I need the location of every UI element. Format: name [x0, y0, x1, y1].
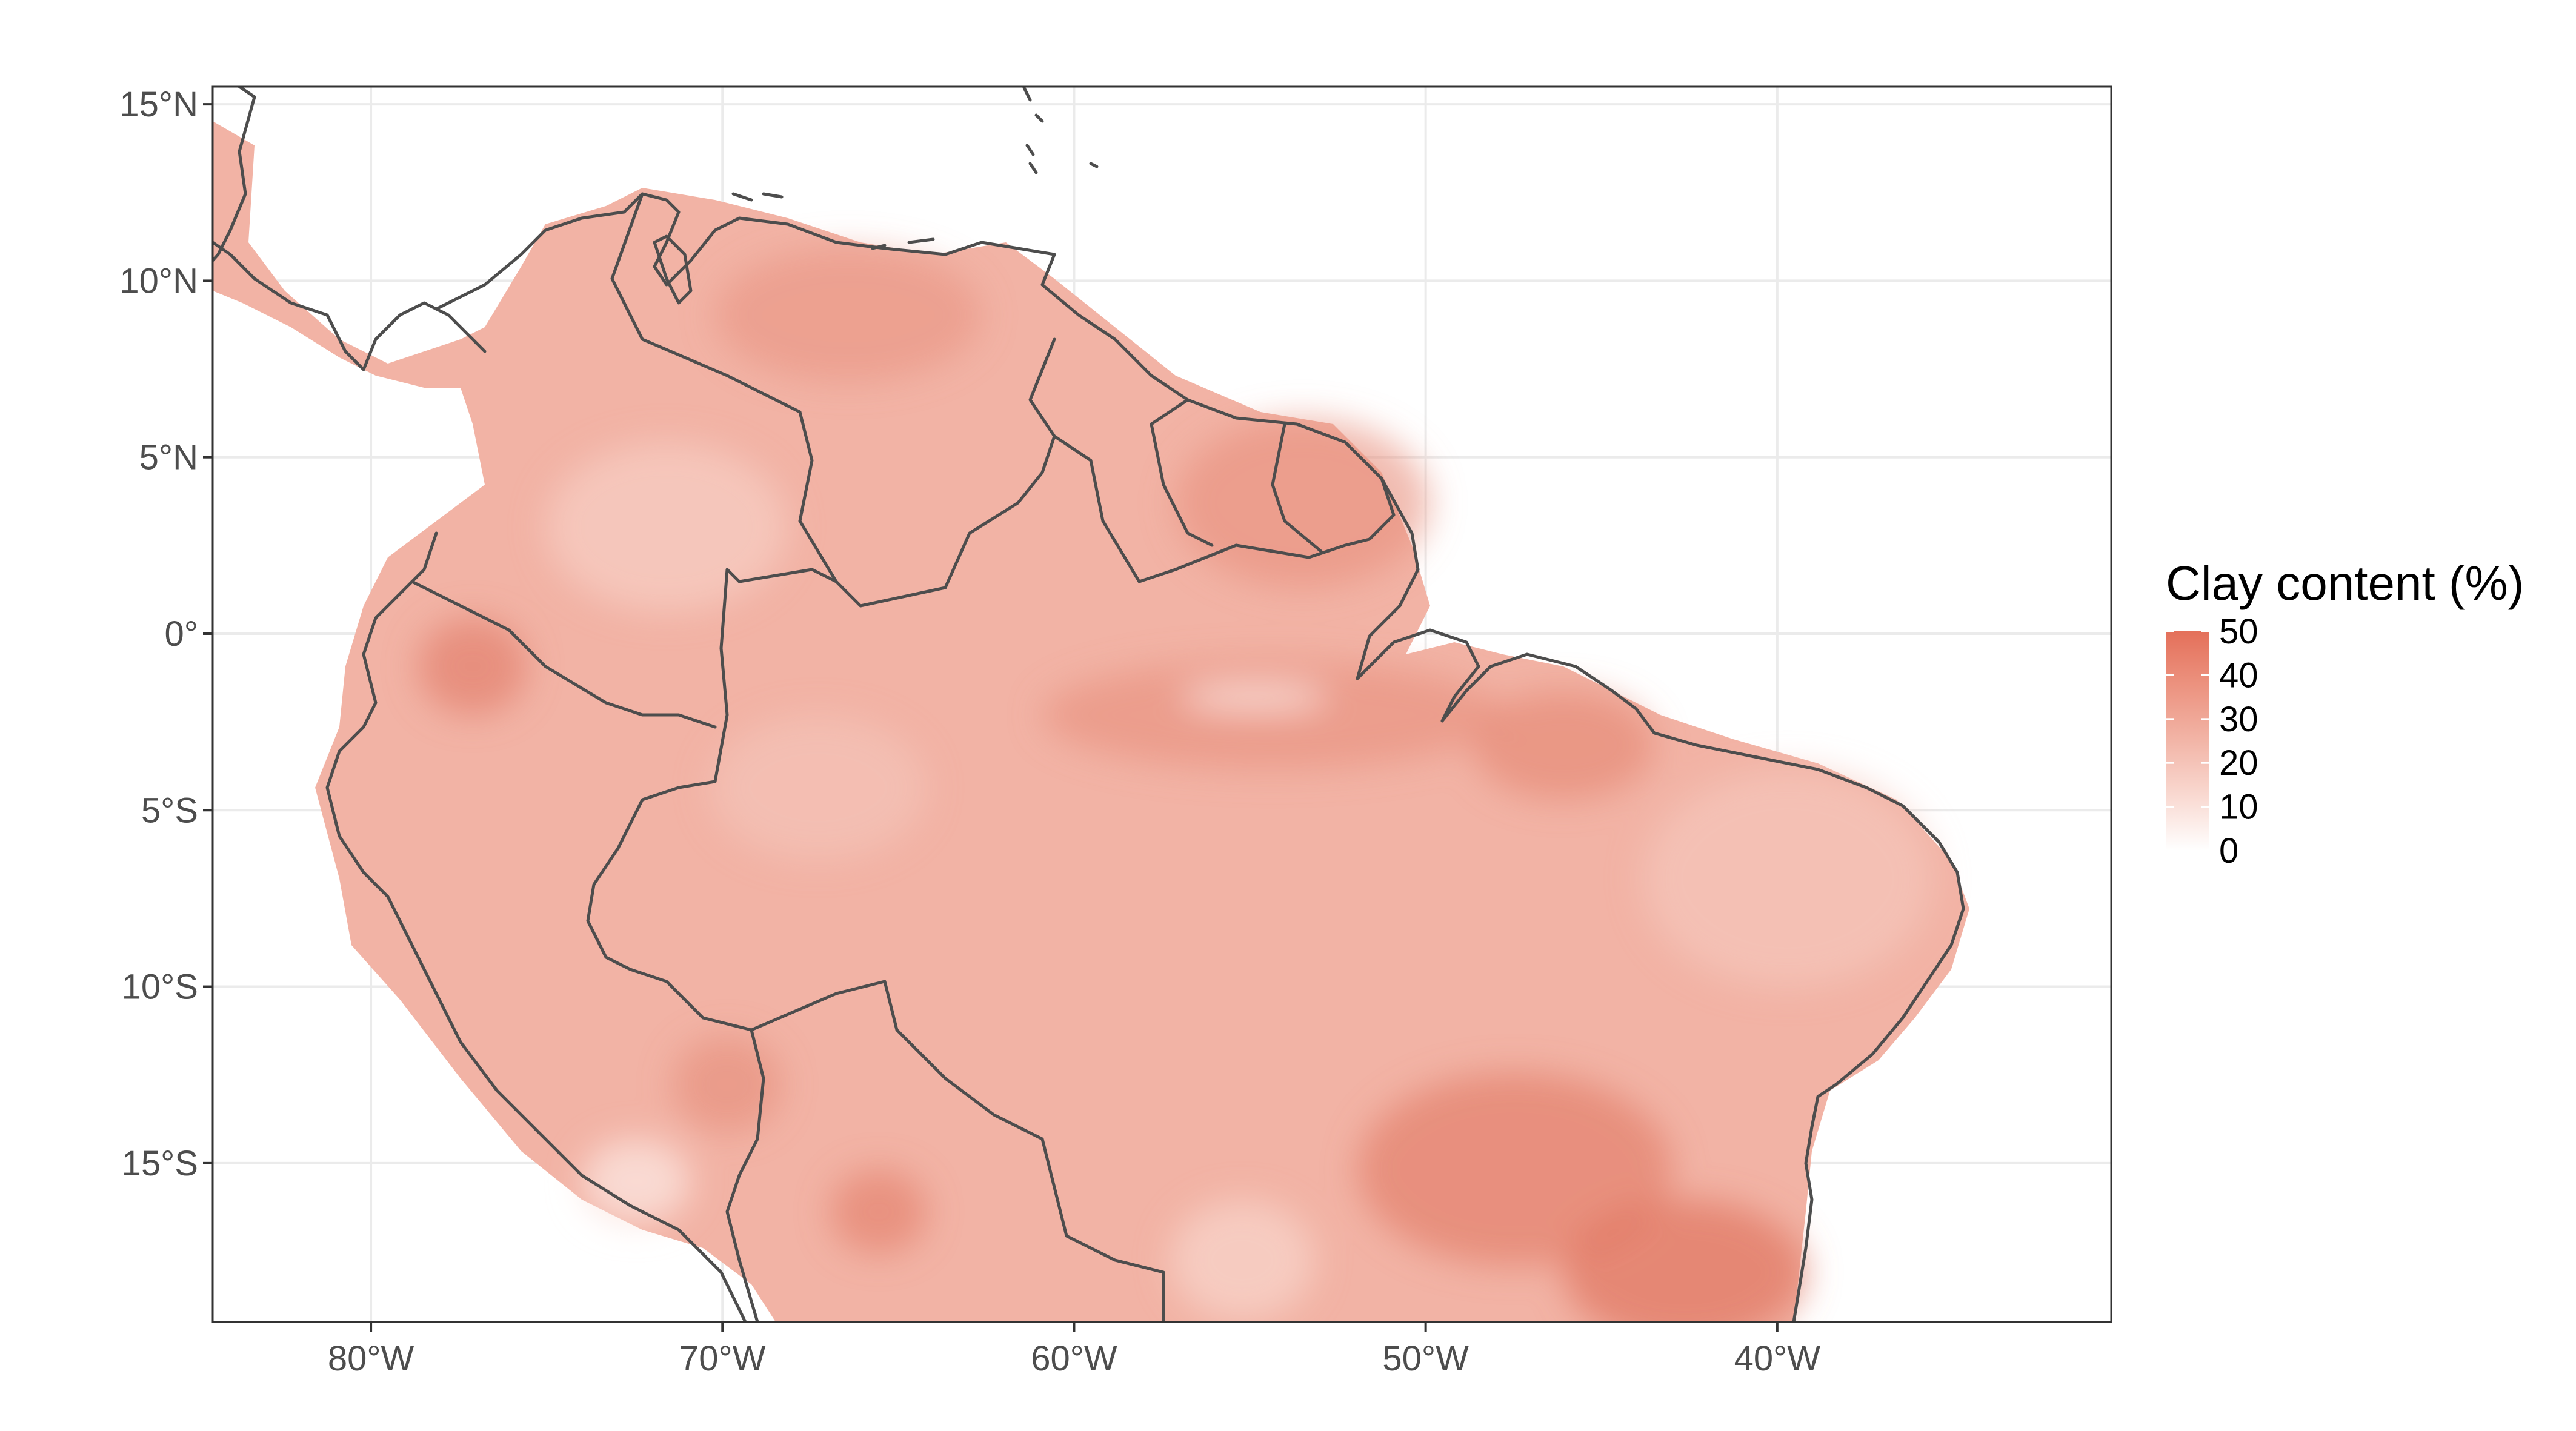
clay-high-venezuela: [715, 248, 982, 382]
clay-high-amazon: [1042, 660, 1503, 769]
clay-high-ecuador: [418, 618, 527, 715]
legend-label: 20: [2219, 743, 2258, 783]
y-tick-label: 5°N: [139, 438, 198, 477]
legend-colorbar: [2166, 631, 2209, 851]
coastline-atlantic: [1356, 568, 1965, 1322]
legend-label: 30: [2219, 700, 2258, 739]
coastline-pacific: [325, 531, 747, 1322]
clay-low-ne-brazil: [1642, 769, 1933, 988]
clay-high-guianas: [1176, 418, 1430, 588]
coastline-central-america: [213, 87, 487, 371]
clay-raster: [213, 121, 1969, 1322]
x-tick-label: 50°W: [1382, 1339, 1469, 1378]
outlines: [213, 87, 1965, 1322]
legend-title: Clay content (%): [2166, 556, 2524, 610]
clay-low-colombia: [545, 442, 788, 612]
x-tick-label: 80°W: [328, 1339, 414, 1378]
clay-high-minas: [1563, 1200, 1806, 1322]
x-tick-label: 40°W: [1734, 1339, 1821, 1378]
y-tick-label: 5°S: [141, 791, 198, 830]
legend-label: 0: [2219, 831, 2238, 871]
legend-label: 50: [2219, 612, 2258, 651]
y-tick-label: 10°N: [119, 261, 198, 300]
y-tick-label: 15°N: [119, 85, 198, 124]
clay-low-amazon-band: [1182, 685, 1327, 709]
y-tick-label: 0°: [165, 614, 198, 654]
y-axis: 15°N 10°N 5°N 0° 5°S 10°S 15°S: [119, 85, 213, 1183]
lake-maracaibo: [653, 234, 693, 305]
clay-low-peru-coast: [582, 1139, 691, 1224]
clay-low-acre: [709, 715, 927, 860]
x-axis: 80°W 70°W 60°W 50°W 40°W: [328, 1322, 1820, 1378]
country-borders: [410, 192, 1396, 1322]
x-tick-label: 60°W: [1031, 1339, 1117, 1378]
coastline-caribbean: [434, 192, 1420, 571]
caribbean-islands: [731, 87, 1099, 250]
legend-label: 40: [2219, 656, 2258, 695]
clay-high-para: [1473, 691, 1654, 800]
legend-label: 10: [2219, 788, 2258, 827]
x-tick-label: 70°W: [679, 1339, 766, 1378]
clay-high-bolivia: [830, 1169, 927, 1254]
panel-border: [211, 85, 2112, 1323]
clay-high-peru: [673, 1036, 782, 1133]
y-tick-label: 15°S: [122, 1144, 198, 1183]
clay-low-mato-grosso: [1170, 1200, 1315, 1321]
y-tick-label: 10°S: [122, 968, 198, 1007]
clay-high-central-brazil: [1357, 1072, 1672, 1266]
legend: Clay content (%) 50 40 30 20 10 0: [2166, 556, 2524, 871]
